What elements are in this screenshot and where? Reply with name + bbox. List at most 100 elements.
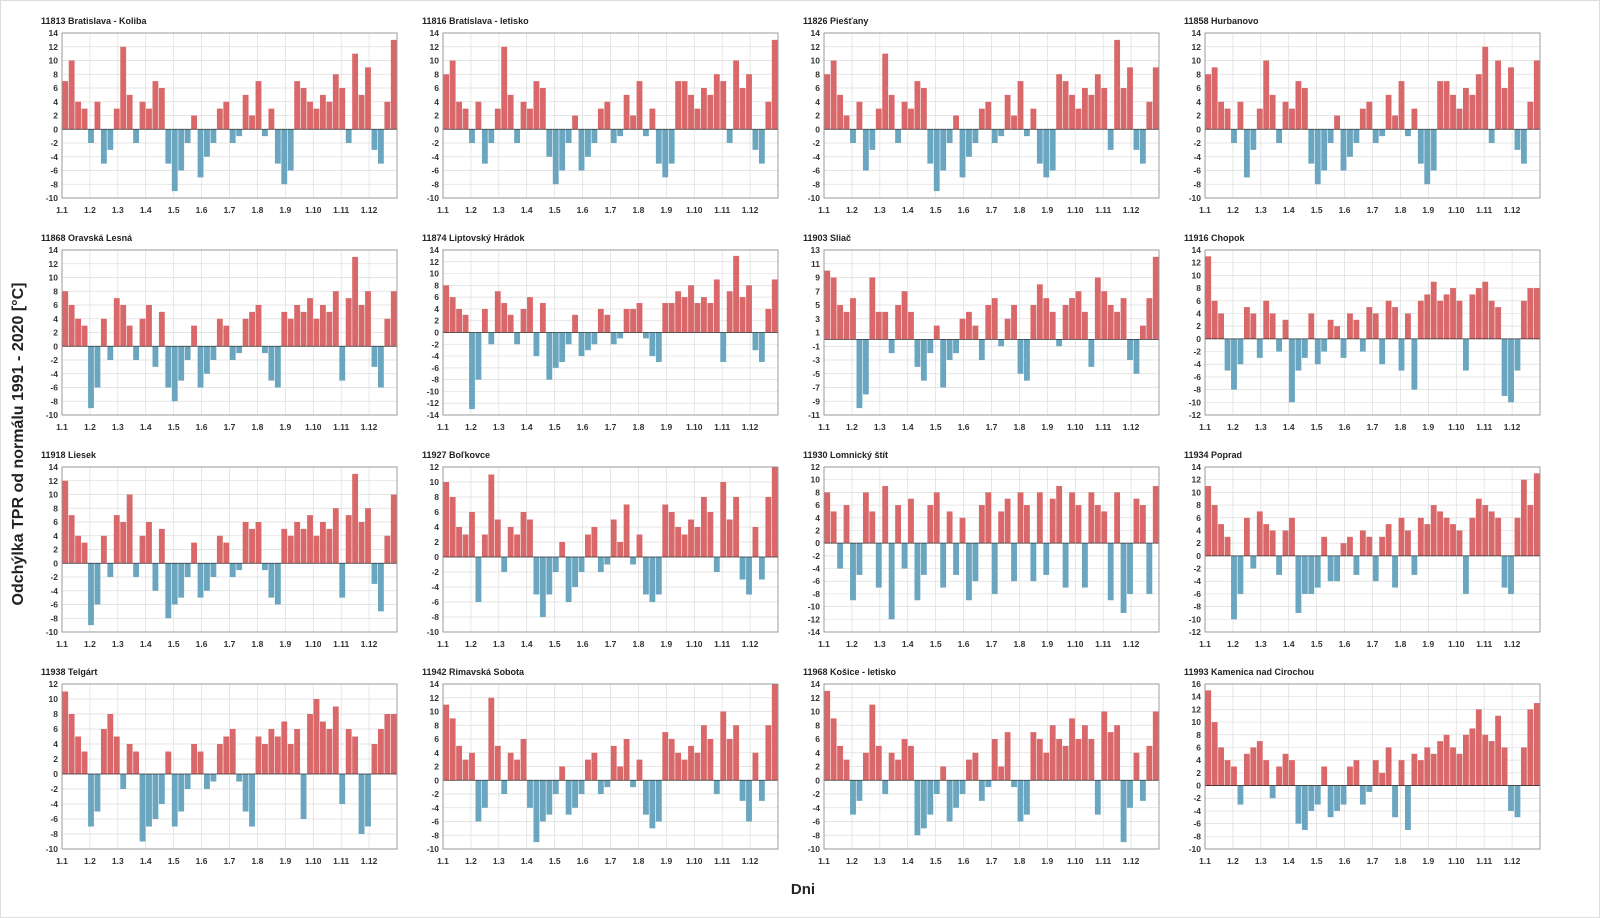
bar	[1088, 492, 1095, 544]
y-tick-label: -2	[50, 784, 58, 794]
bar	[1056, 339, 1063, 347]
bar	[152, 346, 159, 367]
bar	[1430, 753, 1437, 786]
y-tick-label: 14	[430, 679, 440, 689]
bar	[758, 557, 765, 580]
bar	[1443, 81, 1450, 130]
bar	[862, 752, 869, 781]
station-panel: 11934 Poprad -12 -10 -8 -6 -4 -2 0 2 4 6 8 10 12 14 1.1…	[1184, 443, 1565, 660]
x-tick-label: 1.12	[1123, 639, 1140, 649]
x-tick-label: 1.5	[1311, 639, 1323, 649]
bar	[216, 318, 223, 347]
bar	[1139, 325, 1146, 340]
y-tick-label: 14	[811, 679, 821, 689]
bar	[572, 780, 578, 808]
bar	[739, 780, 746, 801]
bar	[869, 129, 876, 150]
bar	[1231, 129, 1237, 143]
bar	[636, 81, 643, 130]
x-tick-label: 1.12	[361, 422, 378, 432]
bar	[1501, 555, 1508, 588]
bar	[1301, 555, 1308, 594]
bar	[694, 752, 701, 781]
y-tick-label: 12	[49, 679, 59, 689]
bar	[1334, 555, 1340, 582]
bar	[1069, 718, 1075, 781]
x-tick-label: 1.6	[958, 205, 970, 215]
bar	[507, 527, 514, 557]
y-tick-label: -4	[431, 152, 439, 162]
x-tick-label: 1.8	[1395, 205, 1407, 215]
bar	[1353, 129, 1360, 143]
bar	[1231, 338, 1237, 390]
bar	[1062, 745, 1069, 781]
bar	[191, 325, 197, 347]
bar	[1514, 129, 1521, 150]
y-tick-label: -1	[812, 341, 820, 351]
bar	[869, 704, 876, 781]
bar	[178, 346, 185, 381]
x-tick-label: 1.12	[1123, 856, 1140, 866]
y-tick-label: -6	[1193, 372, 1201, 382]
y-tick-label: 3	[815, 314, 820, 324]
bar	[901, 101, 908, 130]
x-tick-label: 1.6	[196, 422, 208, 432]
y-tick-label: 10	[430, 477, 440, 487]
bar	[1508, 785, 1514, 811]
x-tick-label: 1.11	[1095, 205, 1111, 215]
plot-frame	[1204, 683, 1541, 850]
y-tick-label: 2	[1196, 768, 1201, 778]
bar	[552, 129, 559, 185]
bar	[249, 311, 255, 347]
x-tick-label: 1.4	[1283, 856, 1295, 866]
x-tick-label: 1.10	[305, 422, 322, 432]
bar	[1075, 739, 1082, 781]
bar	[552, 780, 559, 794]
bar	[700, 297, 707, 333]
bar	[352, 53, 359, 130]
x-tick-label: 1.8	[1014, 422, 1026, 432]
x-tick-label: 1.4	[140, 856, 152, 866]
bar	[655, 557, 662, 595]
x-tick-label: 1.10	[1448, 422, 1465, 432]
bar	[107, 346, 114, 360]
x-tick-label: 1.5	[930, 422, 942, 432]
y-tick-label: 2	[53, 111, 58, 121]
bar	[1379, 536, 1386, 556]
x-tick-label: 1.2	[1227, 856, 1239, 866]
bar	[1036, 129, 1043, 164]
bar	[1043, 298, 1050, 340]
bar	[449, 60, 456, 130]
bar	[300, 528, 307, 564]
bar	[591, 332, 598, 345]
x-tick-label: 1.1	[56, 639, 68, 649]
bar	[1443, 294, 1450, 339]
bar	[1501, 88, 1508, 130]
y-tick-label: 6	[53, 300, 58, 310]
bar	[1218, 313, 1225, 339]
y-tick-label: 2	[815, 762, 820, 772]
bar	[139, 774, 146, 842]
bar	[1495, 307, 1502, 339]
bar	[1289, 760, 1295, 786]
panel-title: 11942 Rimavská Sobota	[422, 667, 525, 677]
y-tick-label: 6	[1196, 742, 1201, 752]
bar	[332, 291, 339, 347]
bar	[1327, 319, 1334, 339]
bar	[1405, 785, 1411, 830]
station-panel: 11903 Sliač -11 -9 -7 -5 -3 -1 1 3 5 7 9 11 13 1.1 1.2 1…	[803, 226, 1184, 443]
bar	[358, 774, 365, 834]
bar	[546, 129, 553, 157]
bar	[1398, 81, 1405, 130]
bar	[630, 780, 636, 788]
y-tick-label: -10	[808, 602, 821, 612]
bar	[384, 101, 391, 130]
bar	[1114, 39, 1121, 130]
bar	[946, 780, 953, 822]
bar	[1392, 555, 1398, 588]
bar	[527, 297, 533, 333]
bar	[1398, 760, 1405, 786]
bar	[1237, 101, 1244, 130]
bar	[888, 94, 895, 130]
